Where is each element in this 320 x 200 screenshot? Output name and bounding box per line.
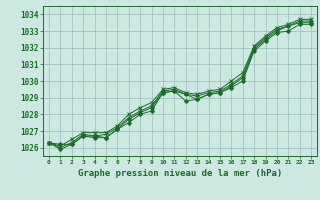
X-axis label: Graphe pression niveau de la mer (hPa): Graphe pression niveau de la mer (hPa): [78, 169, 282, 178]
